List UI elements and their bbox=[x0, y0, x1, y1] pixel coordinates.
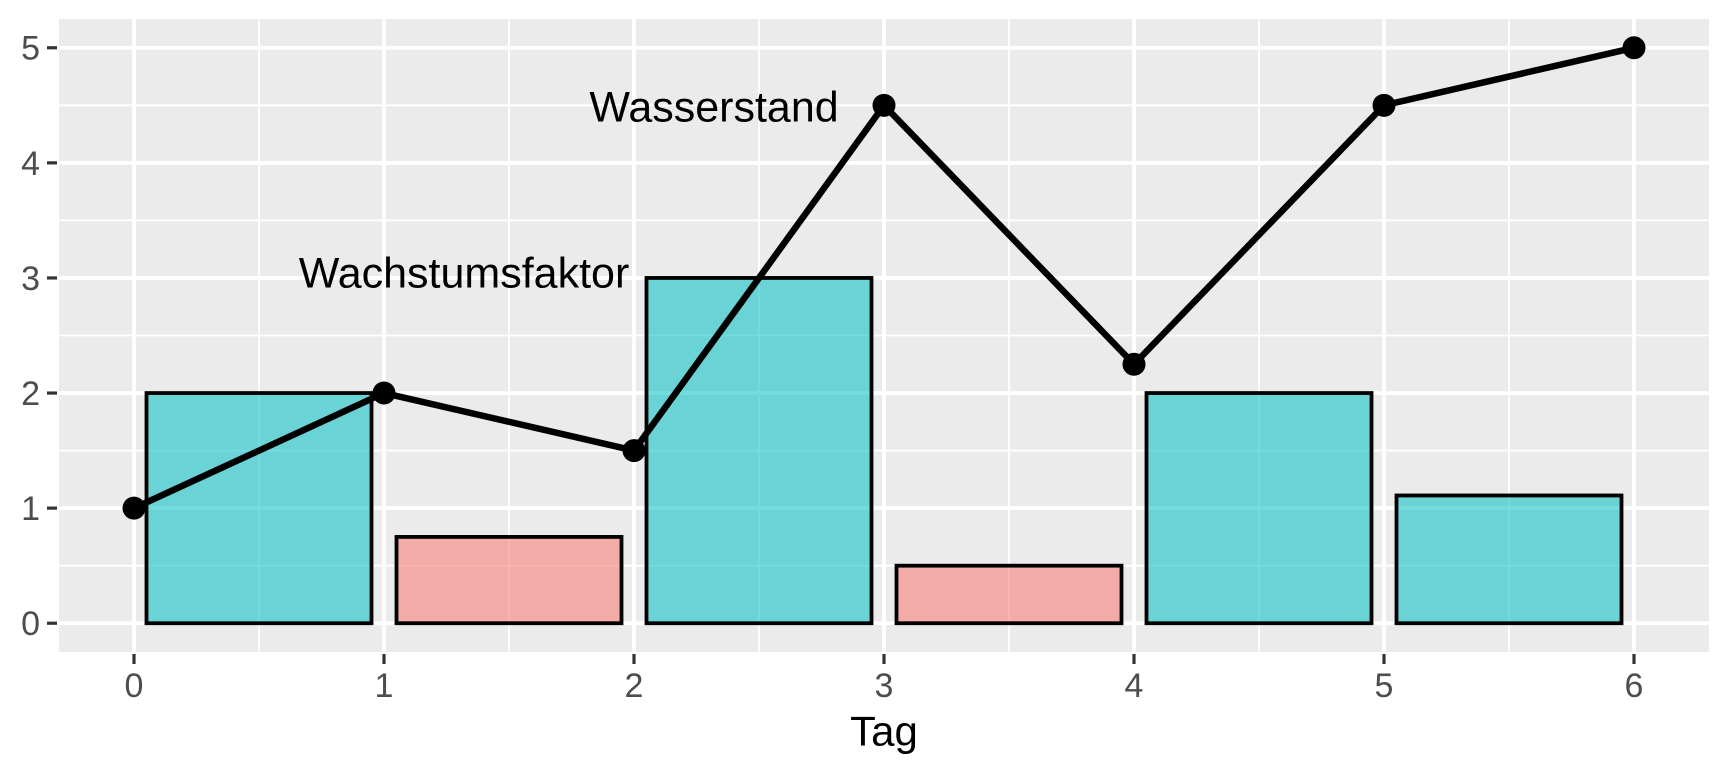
y-tick-label: 3 bbox=[21, 260, 40, 298]
y-tick-label: 5 bbox=[21, 30, 40, 68]
y-tick-label: 4 bbox=[21, 145, 40, 183]
x-axis-title: Tag bbox=[850, 708, 918, 755]
point-wasserstand-4 bbox=[1122, 352, 1146, 376]
bar-wachstumsfaktor-3 bbox=[894, 563, 1124, 626]
bar-wachstumsfaktor-4 bbox=[1144, 391, 1374, 626]
bar-wachstumsfaktor-2 bbox=[644, 276, 874, 626]
y-tick-label: 1 bbox=[21, 490, 40, 528]
point-wasserstand-0 bbox=[122, 496, 146, 520]
x-tick-label: 1 bbox=[375, 667, 394, 705]
bar-wachstumsfaktor-0 bbox=[144, 391, 374, 626]
series-label-1: Wachstumsfaktor bbox=[299, 249, 630, 297]
y-tick-label: 0 bbox=[21, 605, 40, 643]
point-wasserstand-2 bbox=[622, 439, 646, 463]
series-label-0: Wasserstand bbox=[589, 84, 838, 132]
point-wasserstand-5 bbox=[1372, 93, 1396, 117]
x-tick-label: 0 bbox=[125, 667, 144, 705]
x-tick-label: 5 bbox=[1375, 667, 1394, 705]
point-wasserstand-6 bbox=[1622, 36, 1646, 60]
point-wasserstand-3 bbox=[872, 93, 896, 117]
x-tick-label: 6 bbox=[1625, 667, 1644, 705]
x-tick-label: 3 bbox=[875, 667, 894, 705]
bar-wachstumsfaktor-1 bbox=[394, 535, 624, 626]
y-tick-label: 2 bbox=[21, 375, 40, 413]
point-wasserstand-1 bbox=[372, 381, 396, 405]
x-tick-label: 4 bbox=[1125, 667, 1144, 705]
bar-wachstumsfaktor-5 bbox=[1394, 493, 1624, 626]
x-tick-label: 2 bbox=[625, 667, 644, 705]
